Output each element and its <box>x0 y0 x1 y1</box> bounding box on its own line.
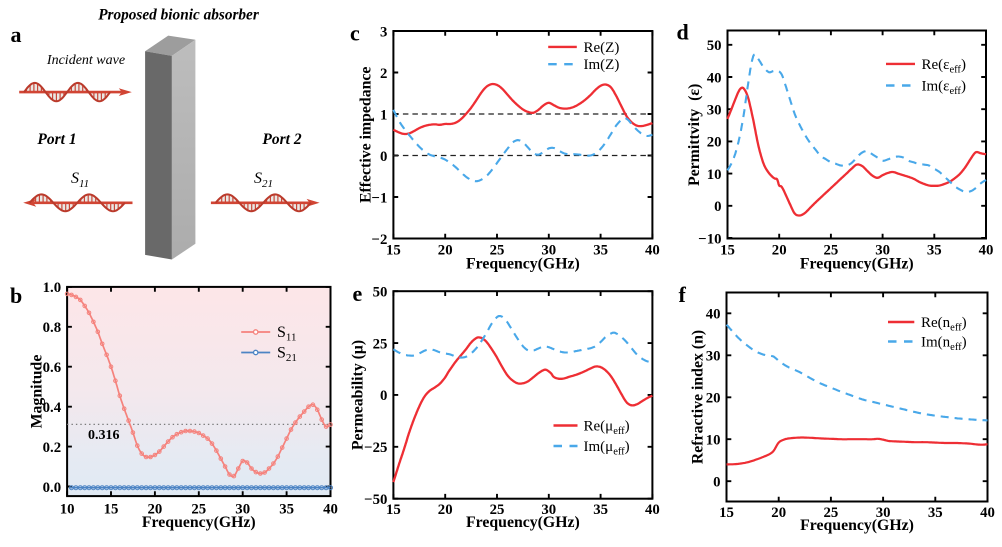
svg-text:40: 40 <box>323 502 338 518</box>
svg-text:Permeability (μ): Permeability (μ) <box>350 340 367 450</box>
svg-text:40: 40 <box>979 243 994 259</box>
svg-text:0: 0 <box>380 388 387 404</box>
svg-text:−2: −2 <box>372 232 388 248</box>
svg-text:30: 30 <box>706 349 721 365</box>
svg-text:0.4: 0.4 <box>43 400 62 416</box>
svg-text:10: 10 <box>707 167 722 183</box>
svg-text:1.0: 1.0 <box>43 280 62 296</box>
svg-text:Proposed bionic absorber: Proposed bionic absorber <box>98 7 260 24</box>
svg-text:15: 15 <box>719 505 734 521</box>
svg-text:Permittvity (ε): Permittvity (ε) <box>686 84 703 186</box>
svg-text:30: 30 <box>541 243 556 259</box>
svg-text:40: 40 <box>706 307 721 323</box>
svg-text:40: 40 <box>645 502 660 518</box>
svg-text:30: 30 <box>707 103 722 119</box>
svg-text:2: 2 <box>380 66 387 82</box>
svg-text:0: 0 <box>380 149 387 165</box>
svg-text:15: 15 <box>720 243 735 259</box>
svg-text:30: 30 <box>235 502 250 518</box>
svg-text:20: 20 <box>771 505 786 521</box>
svg-text:−1: −1 <box>372 190 388 206</box>
svg-text:0: 0 <box>713 475 720 491</box>
svg-text:15: 15 <box>386 502 401 518</box>
svg-text:b: b <box>10 283 22 308</box>
svg-text:f: f <box>679 282 687 307</box>
svg-text:20: 20 <box>148 502 163 518</box>
svg-text:0.2: 0.2 <box>43 440 62 456</box>
svg-text:35: 35 <box>927 243 942 259</box>
svg-text:0: 0 <box>714 199 721 215</box>
svg-text:35: 35 <box>593 243 608 259</box>
svg-text:Im(Z): Im(Z) <box>584 57 620 73</box>
svg-text:−50: −50 <box>364 492 387 508</box>
svg-text:40: 40 <box>980 505 995 521</box>
svg-text:35: 35 <box>928 505 943 521</box>
svg-text:Port 1: Port 1 <box>37 131 76 148</box>
svg-text:25: 25 <box>191 502 206 518</box>
svg-text:40: 40 <box>707 70 722 86</box>
svg-text:50: 50 <box>373 285 388 301</box>
svg-text:Port 2: Port 2 <box>262 131 301 148</box>
svg-text:20: 20 <box>438 502 453 518</box>
svg-text:−25: −25 <box>364 440 387 456</box>
svg-text:Effective impedance: Effective impedance <box>358 67 375 203</box>
svg-text:3: 3 <box>380 24 387 40</box>
svg-text:1: 1 <box>380 107 387 123</box>
svg-text:Frequency(GHz): Frequency(GHz) <box>466 514 580 531</box>
svg-text:25: 25 <box>824 243 839 259</box>
svg-text:30: 30 <box>875 243 890 259</box>
svg-text:Frequency(GHz): Frequency(GHz) <box>142 514 256 531</box>
svg-text:a: a <box>11 22 22 47</box>
svg-text:Frequency(GHz): Frequency(GHz) <box>800 517 914 534</box>
svg-text:20: 20 <box>707 135 722 151</box>
svg-text:30: 30 <box>541 502 556 518</box>
svg-text:30: 30 <box>876 505 891 521</box>
svg-text:20: 20 <box>438 243 453 259</box>
svg-text:0.6: 0.6 <box>43 360 62 376</box>
svg-text:c: c <box>350 20 360 45</box>
svg-text:25: 25 <box>373 336 388 352</box>
svg-text:−10: −10 <box>698 231 721 247</box>
svg-text:15: 15 <box>104 502 119 518</box>
svg-text:Refractive index (n): Refractive index (n) <box>690 330 707 464</box>
svg-text:25: 25 <box>824 505 839 521</box>
svg-text:20: 20 <box>772 243 787 259</box>
svg-text:10: 10 <box>60 502 75 518</box>
svg-text:15: 15 <box>386 243 401 259</box>
svg-text:40: 40 <box>645 243 660 259</box>
svg-text:0.8: 0.8 <box>43 320 62 336</box>
svg-text:Incident wave: Incident wave <box>46 53 125 68</box>
svg-text:Re(Z): Re(Z) <box>584 40 620 56</box>
svg-text:0.316: 0.316 <box>88 428 120 443</box>
svg-text:Magnitude: Magnitude <box>29 355 46 429</box>
svg-text:0.0: 0.0 <box>43 480 62 496</box>
svg-text:Frequency(GHz): Frequency(GHz) <box>800 256 914 273</box>
svg-text:25: 25 <box>490 243 505 259</box>
svg-text:20: 20 <box>706 391 721 407</box>
svg-text:25: 25 <box>490 502 505 518</box>
svg-text:10: 10 <box>706 433 721 449</box>
svg-text:35: 35 <box>593 502 608 518</box>
svg-text:e: e <box>353 281 363 306</box>
svg-text:Frequency(GHz): Frequency(GHz) <box>466 256 580 273</box>
svg-text:50: 50 <box>707 38 722 54</box>
svg-text:d: d <box>677 20 689 45</box>
svg-text:35: 35 <box>279 502 294 518</box>
